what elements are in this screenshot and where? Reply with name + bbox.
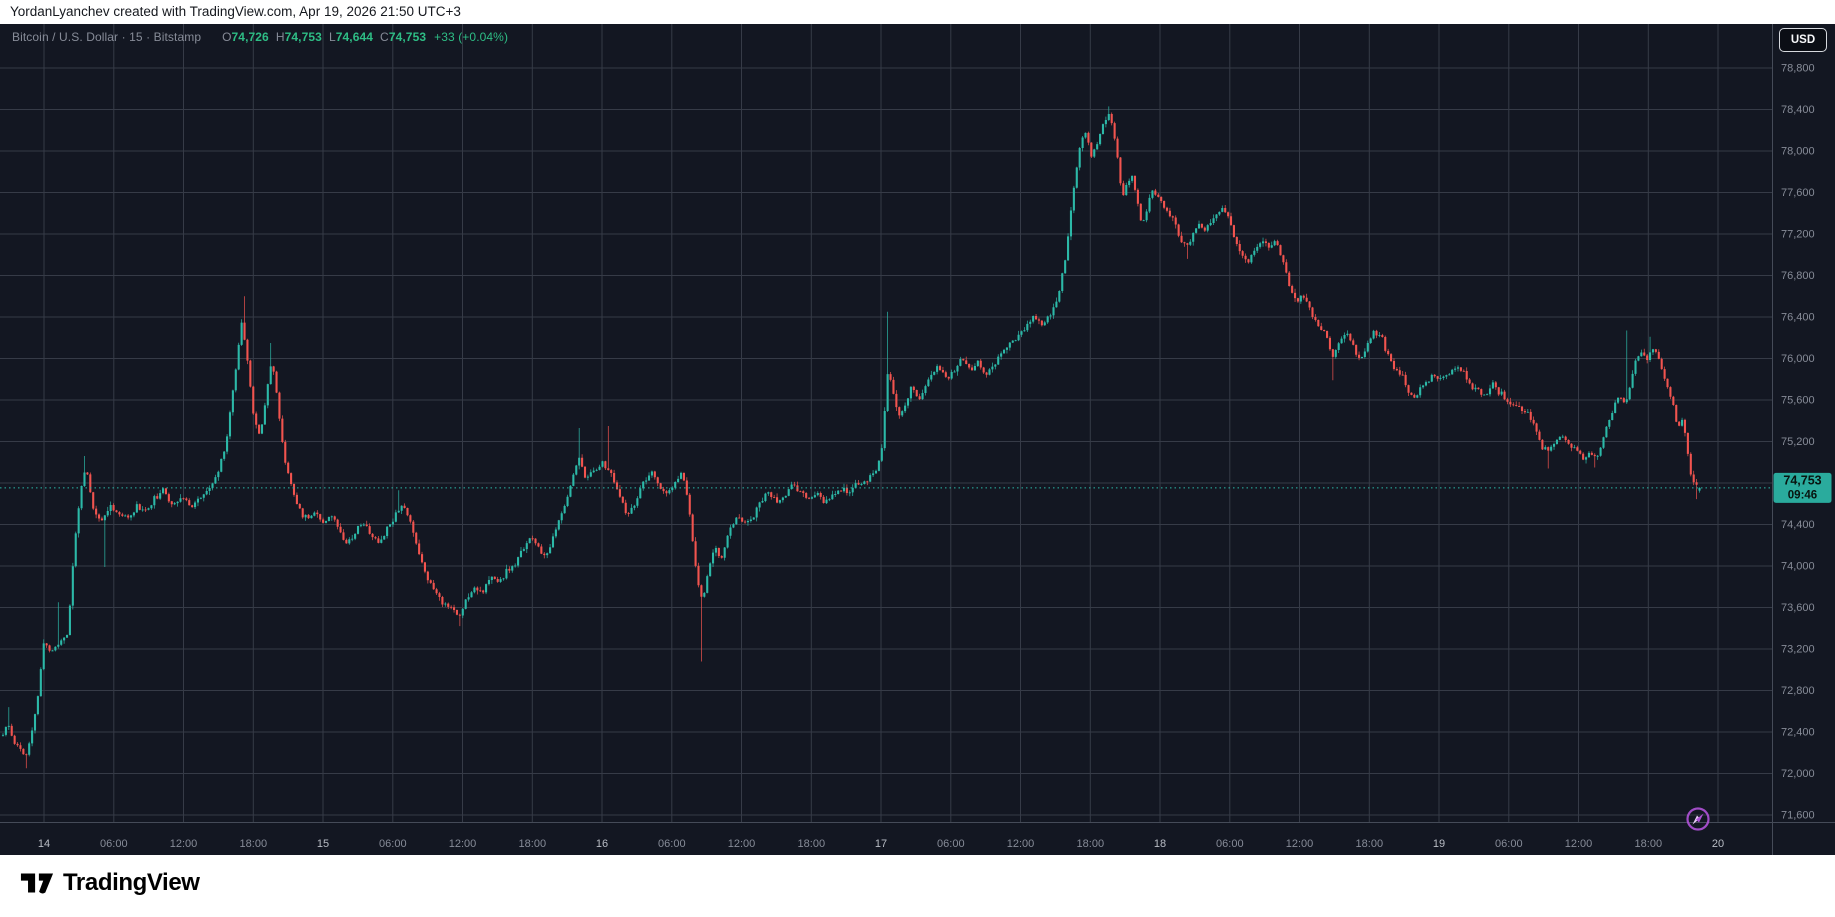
svg-text:12:00: 12:00 <box>170 838 198 850</box>
svg-text:12:00: 12:00 <box>1007 838 1035 850</box>
svg-text:18:00: 18:00 <box>798 838 826 850</box>
low-value: 74,644 <box>335 30 374 44</box>
svg-text:76,000: 76,000 <box>1781 353 1815 365</box>
svg-text:73,200: 73,200 <box>1781 644 1815 656</box>
svg-text:06:00: 06:00 <box>100 838 128 850</box>
chart-background <box>0 24 1835 855</box>
svg-text:17: 17 <box>875 838 887 850</box>
svg-text:71,600: 71,600 <box>1781 810 1815 822</box>
svg-text:76,400: 76,400 <box>1781 312 1815 324</box>
svg-text:06:00: 06:00 <box>937 838 965 850</box>
svg-text:74,400: 74,400 <box>1781 519 1815 531</box>
svg-text:06:00: 06:00 <box>1216 838 1244 850</box>
svg-text:18:00: 18:00 <box>240 838 268 850</box>
share-attribution-text: YordanLyanchev created with TradingView.… <box>10 4 461 19</box>
svg-text:16: 16 <box>596 838 608 850</box>
svg-text:75,600: 75,600 <box>1781 395 1815 407</box>
close-label: C <box>380 30 389 44</box>
footer-bar: TradingView <box>0 855 1835 917</box>
svg-text:06:00: 06:00 <box>658 838 686 850</box>
low-label: L <box>328 30 336 44</box>
svg-text:19: 19 <box>1433 838 1445 850</box>
tradingview-logo-icon <box>20 873 54 894</box>
svg-text:78,000: 78,000 <box>1781 146 1815 158</box>
svg-text:72,000: 72,000 <box>1781 768 1815 780</box>
time-axis[interactable]: 14 06:00 12:00 18:00 15 06:00 12:00 18:00 16 06:0… <box>38 838 1724 850</box>
svg-text:77,600: 77,600 <box>1781 187 1815 199</box>
svg-text:18:00: 18:00 <box>519 838 547 850</box>
svg-text:72,800: 72,800 <box>1781 685 1815 697</box>
high-label: H <box>275 30 285 44</box>
svg-text:18:00: 18:00 <box>1635 838 1663 850</box>
flag-price: 74,753 <box>1783 473 1821 487</box>
svg-text:18:00: 18:00 <box>1077 838 1105 850</box>
current-price-flag: 74,753 09:46 <box>1773 472 1832 503</box>
svg-text:76,800: 76,800 <box>1781 270 1815 282</box>
flag-countdown: 09:46 <box>1788 489 1817 501</box>
svg-text:78,400: 78,400 <box>1781 104 1815 116</box>
symbol-title[interactable]: Bitcoin / U.S. Dollar · 15 · Bitstamp <box>12 30 202 44</box>
close-value: 74,753 <box>388 30 427 44</box>
svg-text:12:00: 12:00 <box>449 838 477 850</box>
chart-legend: Bitcoin / U.S. Dollar · 15 · Bitstamp O74… <box>12 30 508 44</box>
go-to-realtime-compass-icon[interactable] <box>1683 804 1713 834</box>
svg-text:77,200: 77,200 <box>1781 229 1815 241</box>
change-value: +33 (+0.04%) <box>434 30 509 44</box>
tradingview-logo[interactable]: TradingView <box>20 868 200 898</box>
candlestick-chart[interactable]: 78,800 78,400 78,000 77,600 77,200 76,800 76,4… <box>0 24 1835 855</box>
share-attribution-bar: YordanLyanchev created with TradingView.… <box>0 0 1835 24</box>
svg-text:06:00: 06:00 <box>1495 838 1523 850</box>
svg-text:78,800: 78,800 <box>1781 63 1815 75</box>
currency-toggle-button[interactable]: USD <box>1779 28 1827 52</box>
svg-text:72,400: 72,400 <box>1781 727 1815 739</box>
svg-text:14: 14 <box>38 838 50 850</box>
svg-text:12:00: 12:00 <box>728 838 756 850</box>
svg-text:74,000: 74,000 <box>1781 561 1815 573</box>
tradingview-logo-text: TradingView <box>63 869 200 896</box>
high-value: 74,753 <box>284 30 322 44</box>
price-axis[interactable]: 78,800 78,400 78,000 77,600 77,200 76,800 76,4… <box>1781 63 1815 822</box>
grid-lines <box>0 24 1772 822</box>
svg-text:73,600: 73,600 <box>1781 602 1815 614</box>
svg-text:18:00: 18:00 <box>1356 838 1384 850</box>
open-label: O <box>222 30 232 44</box>
svg-text:12:00: 12:00 <box>1565 838 1593 850</box>
chart-area: 78,800 78,400 78,000 77,600 77,200 76,800 76,4… <box>0 24 1835 855</box>
open-value: 74,726 <box>231 30 269 44</box>
svg-text:15: 15 <box>317 838 329 850</box>
svg-text:20: 20 <box>1712 838 1724 850</box>
svg-text:06:00: 06:00 <box>379 838 407 850</box>
axis-borders <box>0 24 1835 855</box>
svg-text:18: 18 <box>1154 838 1166 850</box>
svg-text:75,200: 75,200 <box>1781 436 1815 448</box>
svg-text:12:00: 12:00 <box>1286 838 1314 850</box>
